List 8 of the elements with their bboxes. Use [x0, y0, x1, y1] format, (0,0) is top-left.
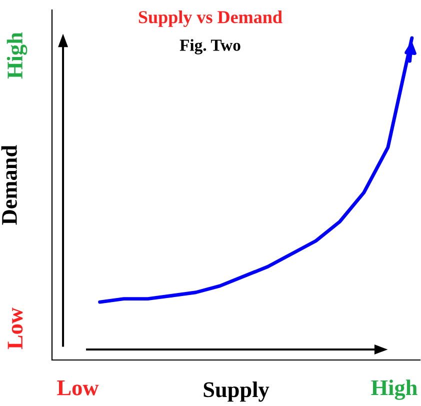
- text: High: [6, 32, 28, 79]
- text: Low: [8, 308, 23, 350]
- x-axis-title: Supply: [204, 382, 270, 402]
- text: High: [371, 380, 418, 400]
- text: Low: [57, 380, 99, 396]
- chart-title: Supply vs Demand: [138, 10, 282, 27]
- y-axis-title: Demand: [1, 145, 17, 225]
- chart-subtitle: Fig. Two: [180, 39, 240, 54]
